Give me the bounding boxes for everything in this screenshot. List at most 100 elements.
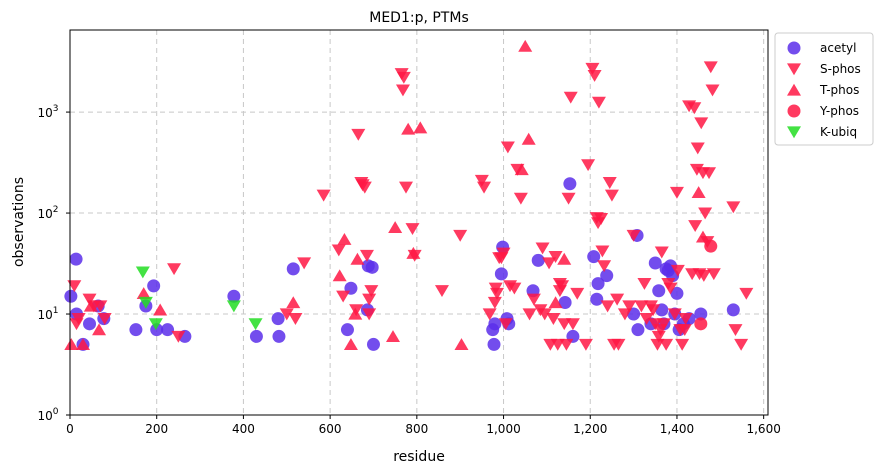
s-phos-point	[675, 338, 690, 351]
t-phos-point	[385, 330, 400, 343]
s-phos-point	[395, 84, 410, 97]
s-phos-point	[639, 313, 654, 325]
acetyl-point	[487, 337, 501, 351]
y-tick-base: 10	[37, 308, 52, 322]
legend-marker-k-ubiq	[787, 126, 801, 139]
s-phos-point	[542, 257, 557, 270]
s-phos-point	[595, 245, 610, 258]
s-phos-point	[331, 244, 346, 257]
s-phos-point	[669, 186, 684, 199]
s-phos-point	[474, 174, 489, 187]
s-phos-point	[398, 181, 413, 194]
s-phos-point	[546, 313, 561, 325]
acetyl-point	[670, 286, 684, 300]
s-phos-point	[578, 338, 593, 351]
x-tick-label: 1,600	[746, 422, 780, 436]
k-ubiq-point	[138, 296, 153, 309]
y-tick-exponent: 3	[53, 104, 59, 114]
s-phos-point	[600, 300, 615, 313]
s-phos-point	[626, 229, 641, 242]
s-phos-point	[585, 62, 600, 75]
s-phos-point	[490, 287, 505, 300]
chart-title: MED1:p, PTMs	[369, 10, 468, 26]
s-phos-point	[659, 338, 674, 351]
s-phos-point	[690, 142, 705, 155]
s-phos-point	[656, 318, 671, 331]
s-phos-point	[171, 330, 186, 343]
series-t-phos	[64, 39, 710, 351]
s-phos-point	[581, 159, 596, 172]
legend-label-k-ubiq: K-ubiq	[820, 125, 857, 139]
s-phos-point	[396, 71, 411, 84]
s-phos-point	[336, 290, 351, 303]
s-phos-point	[610, 293, 625, 306]
s-phos-point	[482, 308, 497, 321]
y-phos-point	[694, 317, 708, 331]
s-phos-point	[548, 251, 563, 263]
acetyl-point	[64, 289, 78, 303]
s-phos-point	[611, 338, 626, 351]
acetyl-point	[558, 296, 572, 310]
t-phos-point	[92, 323, 107, 336]
t-phos-point	[153, 303, 168, 316]
s-phos-point	[71, 313, 86, 325]
s-phos-point	[694, 117, 709, 130]
k-ubiq-point	[226, 300, 241, 313]
y-tick-base: 10	[37, 207, 52, 221]
t-phos-point	[343, 338, 358, 351]
acetyl-point	[129, 323, 143, 337]
s-phos-point	[362, 293, 377, 306]
s-phos-point	[561, 192, 576, 205]
series-y-phos	[694, 239, 718, 331]
s-phos-point	[351, 128, 366, 141]
acetyl-point	[83, 317, 97, 331]
s-phos-point	[405, 223, 420, 235]
y-tick-exponent: 0	[53, 407, 59, 417]
t-phos-point	[136, 287, 151, 300]
k-ubiq-point	[248, 318, 263, 331]
s-phos-point	[677, 324, 692, 336]
t-phos-point	[406, 246, 421, 259]
s-phos-point	[646, 304, 661, 317]
t-phos-point	[454, 338, 469, 351]
t-phos-point	[695, 230, 710, 243]
s-phos-point	[637, 278, 652, 290]
acetyl-point	[340, 323, 354, 337]
s-phos-point	[587, 69, 602, 82]
s-phos-point	[591, 96, 606, 109]
t-phos-point	[691, 186, 706, 199]
y-axis-label: observations	[11, 177, 27, 267]
legend-label-acetyl: acetyl	[820, 41, 856, 55]
legend-marker-t-phos	[787, 83, 801, 96]
legend-label-t-phos: T-phos	[819, 83, 859, 97]
s-phos-point	[663, 282, 678, 295]
s-phos-point	[498, 318, 513, 331]
s-phos-point	[535, 242, 550, 255]
t-phos-point	[388, 221, 403, 234]
k-ubiq-point	[148, 318, 163, 331]
t-phos-point	[548, 296, 563, 309]
s-phos-point	[555, 280, 570, 293]
acetyl-point	[488, 317, 502, 331]
acetyl-point	[590, 292, 604, 306]
legend: acetyl S-phos T-phos Y-phos K-ubiq	[774, 32, 874, 146]
legend-frame	[774, 32, 874, 146]
y-tick-label: 100	[37, 407, 58, 423]
series-k-ubiq	[135, 266, 263, 331]
data-points	[64, 39, 754, 351]
s-phos-point	[297, 257, 312, 270]
t-phos-point	[83, 299, 98, 312]
t-phos-point	[286, 296, 301, 309]
s-phos-point	[705, 84, 720, 97]
t-phos-point	[413, 121, 428, 134]
s-phos-point	[597, 260, 612, 273]
s-phos-point	[316, 189, 331, 202]
s-phos-point	[698, 207, 713, 220]
acetyl-point	[150, 323, 164, 337]
t-phos-point	[332, 269, 347, 282]
t-phos-point	[76, 338, 91, 351]
acetyl-point	[366, 337, 380, 351]
y-tick-label: 103	[37, 104, 58, 120]
acetyl-point	[272, 329, 286, 343]
